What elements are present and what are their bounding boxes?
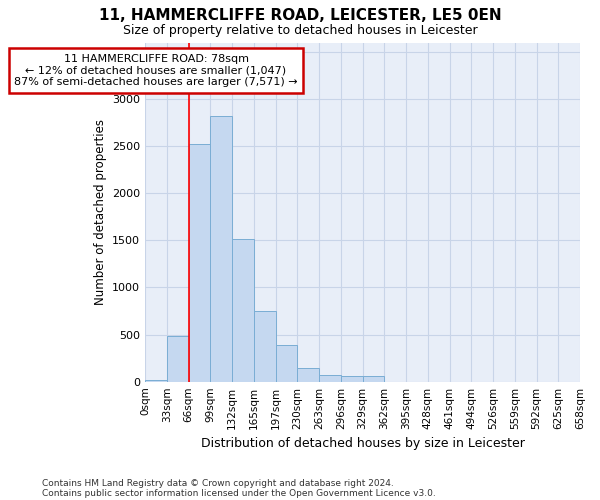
Bar	[232, 240, 254, 382]
Bar	[341, 376, 362, 382]
X-axis label: Distribution of detached houses by size in Leicester: Distribution of detached houses by size …	[200, 437, 524, 450]
Text: Contains public sector information licensed under the Open Government Licence v3: Contains public sector information licen…	[42, 488, 436, 498]
Bar	[275, 345, 298, 382]
Bar	[254, 311, 275, 382]
Text: 11 HAMMERCLIFFE ROAD: 78sqm
← 12% of detached houses are smaller (1,047)
87% of : 11 HAMMERCLIFFE ROAD: 78sqm ← 12% of det…	[14, 54, 298, 87]
Bar	[362, 376, 385, 382]
Y-axis label: Number of detached properties: Number of detached properties	[94, 119, 107, 305]
Bar	[188, 144, 211, 382]
Text: Contains HM Land Registry data © Crown copyright and database right 2024.: Contains HM Land Registry data © Crown c…	[42, 478, 394, 488]
Bar	[211, 116, 232, 382]
Bar	[298, 368, 319, 382]
Bar	[145, 380, 167, 382]
Text: Size of property relative to detached houses in Leicester: Size of property relative to detached ho…	[122, 24, 478, 37]
Text: 11, HAMMERCLIFFE ROAD, LEICESTER, LE5 0EN: 11, HAMMERCLIFFE ROAD, LEICESTER, LE5 0E…	[98, 8, 502, 22]
Bar	[319, 374, 341, 382]
Bar	[167, 336, 188, 382]
